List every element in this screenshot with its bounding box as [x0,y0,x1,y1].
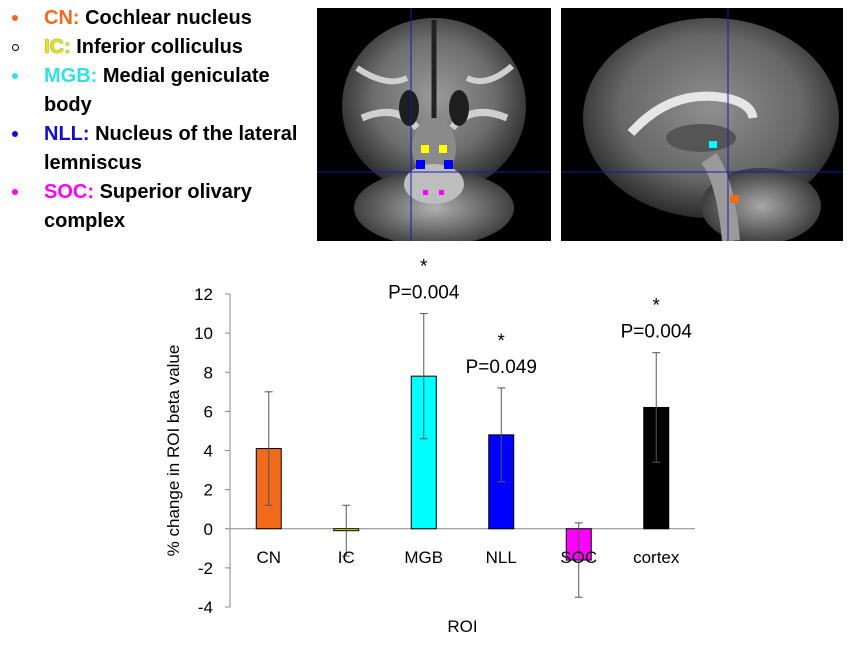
significance-asterisk: * [498,331,506,352]
cn-marker [730,195,739,203]
x-tick-label: IC [338,548,355,567]
y-tick-label: 0 [204,520,213,539]
y-tick-label: 4 [204,442,213,461]
y-tick-label: 8 [204,363,213,382]
legend-abbr-cn: CN: [44,7,80,29]
significance-asterisk: * [420,257,428,278]
cyan-dot-icon [12,73,18,79]
y-tick-label: 6 [204,402,213,421]
y-tick-label: 10 [194,324,213,343]
p-value-label: P=0.004 [621,322,693,343]
y-tick-label: 2 [204,481,213,500]
significance-asterisk: * [653,296,661,317]
legend-item-nll: NLL: Nucleus of the lateral lemniscus [8,120,313,178]
y-tick-label: -2 [198,559,213,578]
legend-abbr-nll: NLL: [44,123,90,145]
legend-abbr-mgb: MGB: [44,65,98,87]
nll-left-marker [416,160,425,169]
p-value-label: P=0.004 [388,283,460,304]
legend-item-soc: SOC: Superior olivary complex [8,178,313,236]
x-ticks: CN IC MGB NLL SOC cortex [256,548,679,567]
x-tick-label: cortex [633,548,680,567]
legend-text-mgb: Medial geniculate body [44,65,270,116]
legend-item-ic: IC: Inferior colliculus [8,33,313,62]
legend-text-nll: Nucleus of the lateral lemniscus [44,123,298,174]
soc-right-marker [439,190,444,195]
legend-item-mgb: MGB: Medial geniculate body [8,62,313,120]
x-tick-label: NLL [486,548,517,567]
magenta-dot-icon [12,189,18,195]
legend-text-cn: Cochlear nucleus [85,7,252,29]
legend-item-cn: CN: Cochlear nucleus [8,4,313,33]
nll-right-marker [444,160,453,169]
ic-right-marker [439,145,447,153]
sagittal-brain-image [561,8,843,241]
coronal-brain-image [317,8,551,241]
legend-text-soc: Superior olivary complex [44,181,252,232]
legend-text-ic: Inferior colliculus [76,36,243,58]
y-axis-label: % change in ROI beta value [164,345,183,557]
soc-left-marker [423,190,428,195]
x-tick-label: SOC [560,548,597,567]
roi-bar-chart: -4 -2 0 2 4 6 8 10 12 CN IC MGB NLL SOC cortex P=0.00… [164,257,695,636]
legend-abbr-soc: SOC: [44,181,94,203]
orange-dot-icon [12,15,18,21]
p-value-label: P=0.049 [466,357,537,378]
yellow-ring-icon [12,44,19,51]
legend-abbr-ic: IC: [44,36,71,58]
x-tick-label: CN [256,548,281,567]
error-bars [264,313,661,598]
ic-left-marker [421,145,429,153]
y-ticks: -4 -2 0 2 4 6 8 10 12 [194,285,230,617]
y-tick-label: -4 [198,598,213,617]
bars [255,375,670,561]
mgb-marker [709,141,717,148]
roi-legend: CN: Cochlear nucleus IC: Inferior collic… [8,4,313,236]
x-tick-label: MGB [404,548,443,567]
blue-dot-icon [12,131,18,137]
significance-annotations: P=0.004 * P=0.049 * P=0.004 * [388,257,692,378]
x-axis-label: ROI [447,617,477,636]
y-tick-label: 12 [194,285,213,304]
